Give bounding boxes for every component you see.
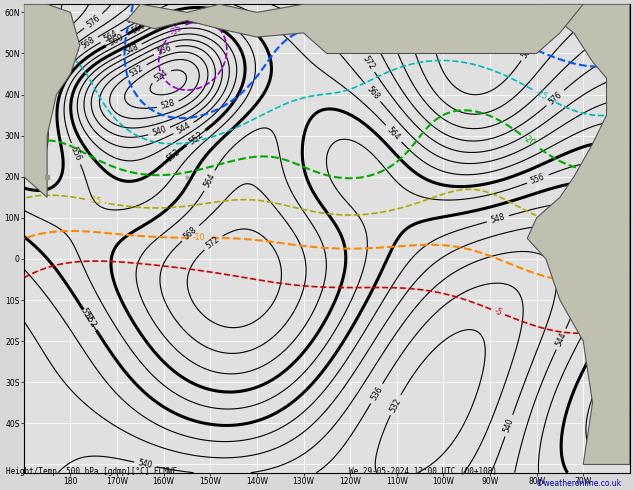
Text: -35: -35 xyxy=(527,2,541,15)
Text: 560: 560 xyxy=(130,21,147,35)
Text: 536: 536 xyxy=(156,43,173,57)
Text: 572: 572 xyxy=(30,82,45,99)
Text: 548: 548 xyxy=(489,213,506,225)
Text: 536: 536 xyxy=(369,385,384,402)
Text: 540: 540 xyxy=(138,459,153,470)
Text: We 29-05-2024 12:00 UTC (00+108): We 29-05-2024 12:00 UTC (00+108) xyxy=(349,467,496,476)
Text: 572: 572 xyxy=(205,235,222,250)
Text: 560: 560 xyxy=(621,392,632,407)
Text: 524: 524 xyxy=(152,68,169,83)
Text: 568: 568 xyxy=(365,84,381,101)
Text: 568: 568 xyxy=(182,225,199,242)
Text: 584: 584 xyxy=(590,1,606,18)
Text: 540: 540 xyxy=(151,124,167,138)
Text: -5: -5 xyxy=(493,306,503,318)
Text: 552: 552 xyxy=(596,325,611,342)
Text: 568: 568 xyxy=(79,35,96,51)
Text: -10: -10 xyxy=(193,233,205,243)
Text: 556: 556 xyxy=(608,343,623,361)
Text: 552: 552 xyxy=(82,311,98,329)
Text: -20: -20 xyxy=(522,133,537,148)
Text: 560: 560 xyxy=(108,32,126,48)
Text: 552: 552 xyxy=(593,328,609,346)
Text: 544: 544 xyxy=(175,121,192,136)
Text: 576: 576 xyxy=(85,13,102,29)
Text: 592: 592 xyxy=(492,15,508,31)
Text: 556: 556 xyxy=(529,172,547,186)
Text: -15: -15 xyxy=(88,196,102,207)
Text: 556: 556 xyxy=(69,146,83,162)
Text: Height/Temp. 500 hPa [gdmp][°C] ECMWF: Height/Temp. 500 hPa [gdmp][°C] ECMWF xyxy=(6,467,178,476)
Text: 588: 588 xyxy=(520,43,536,60)
Text: 564: 564 xyxy=(385,125,402,142)
Text: 572: 572 xyxy=(361,54,376,71)
Text: ©weatheronline.co.uk: ©weatheronline.co.uk xyxy=(536,479,621,488)
Polygon shape xyxy=(126,4,583,53)
Text: -35: -35 xyxy=(169,23,184,37)
Text: 544: 544 xyxy=(554,331,568,347)
Text: 564: 564 xyxy=(202,172,217,189)
Text: -30: -30 xyxy=(515,38,529,51)
Text: 580: 580 xyxy=(35,44,51,61)
Text: 552: 552 xyxy=(79,306,94,323)
Text: 548: 548 xyxy=(123,42,140,57)
Text: 552: 552 xyxy=(187,129,205,146)
Text: 552: 552 xyxy=(165,147,181,164)
Text: 580: 580 xyxy=(604,22,621,37)
Text: 532: 532 xyxy=(128,63,145,78)
Text: 576: 576 xyxy=(547,90,564,106)
Polygon shape xyxy=(24,4,80,197)
Text: 528: 528 xyxy=(160,98,176,111)
Text: 532: 532 xyxy=(388,396,403,414)
Text: 540: 540 xyxy=(502,417,515,434)
Text: 564: 564 xyxy=(102,29,119,44)
Text: -25: -25 xyxy=(534,88,549,101)
Text: 584: 584 xyxy=(48,12,63,29)
Polygon shape xyxy=(527,4,630,465)
Text: 560: 560 xyxy=(621,391,632,408)
